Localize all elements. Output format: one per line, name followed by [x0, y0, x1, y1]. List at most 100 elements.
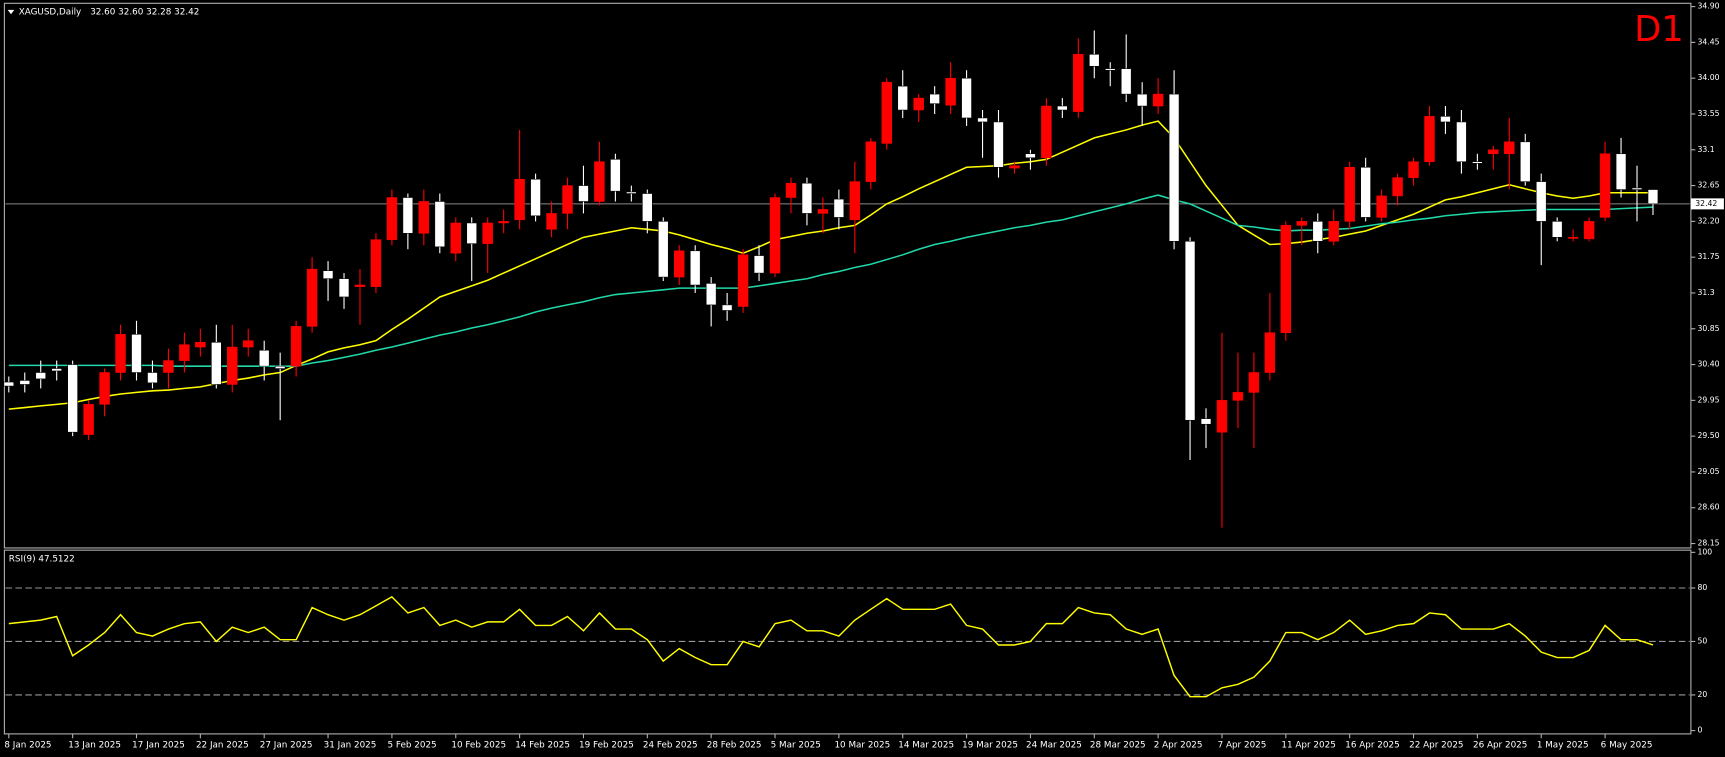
x-tick-label: 31 Jan 2025: [324, 740, 377, 750]
candle-body: [147, 372, 158, 384]
menu-triangle[interactable]: [7, 9, 15, 15]
candle-body: [482, 222, 493, 244]
timeframe-label: D1: [1634, 9, 1683, 50]
candle-body: [689, 250, 701, 286]
candle-body: [753, 255, 765, 274]
candle-body: [977, 117, 988, 123]
y-tick-label: 34.90: [1697, 2, 1719, 11]
candle-body: [179, 344, 190, 361]
candle-body: [1583, 221, 1595, 240]
candle-body: [562, 185, 573, 214]
candle-body: [322, 270, 334, 279]
candle-body: [578, 185, 589, 202]
candle-body: [594, 161, 605, 202]
x-tick-label: 22 Apr 2025: [1409, 740, 1463, 750]
candle-body: [1009, 165, 1020, 169]
x-tick-label: 8 Jan 2025: [4, 740, 51, 750]
candle-body: [1504, 141, 1515, 155]
candle-body: [1392, 177, 1403, 197]
candle-body: [386, 197, 398, 240]
y-tick-label: 34.45: [1697, 37, 1719, 46]
candle-body: [3, 381, 15, 387]
ohlc-header: 32.60 32.60 32.28 32.42: [90, 8, 199, 18]
candle-body: [83, 404, 94, 435]
y-tick-label: 34.00: [1697, 73, 1719, 82]
x-tick-label: 26 Apr 2025: [1473, 740, 1527, 750]
candle-body: [1200, 418, 1212, 425]
x-tick-label: 14 Mar 2025: [898, 740, 954, 750]
y-tick-label: 80: [1697, 583, 1707, 592]
candle-body: [1120, 68, 1132, 95]
y-tick-label: 20: [1697, 690, 1707, 699]
candle-body: [1264, 332, 1276, 373]
y-tick-label: 32.65: [1697, 181, 1719, 190]
candle-body: [1360, 167, 1371, 218]
x-tick-label: 24 Feb 2025: [643, 740, 698, 750]
candle-body: [258, 349, 270, 367]
candle-body: [1216, 400, 1228, 433]
candle-body: [274, 365, 286, 369]
x-tick-label: 19 Feb 2025: [579, 740, 634, 750]
rsi-title: RSI(9) 47.5122: [9, 554, 75, 564]
candle-body: [1456, 121, 1467, 162]
x-tick-label: 28 Feb 2025: [707, 740, 762, 750]
x-tick-label: 11 Apr 2025: [1281, 740, 1335, 750]
candle-body: [1041, 105, 1052, 159]
candle-body: [195, 342, 206, 348]
candle-body: [35, 372, 46, 380]
current-price-box: [1690, 198, 1724, 210]
candle-body: [1025, 153, 1036, 159]
y-tick-label: 33.55: [1697, 109, 1719, 118]
candle-body: [1472, 161, 1483, 164]
y-tick-label: 50: [1697, 636, 1707, 645]
candle-body: [913, 97, 924, 111]
main-pane: [3, 2, 1692, 549]
y-tick-label: 30.40: [1697, 360, 1719, 369]
candle-body: [115, 334, 126, 373]
x-tick-label: 27 Jan 2025: [260, 740, 313, 750]
candle-body: [131, 334, 142, 373]
x-tick-label: 22 Jan 2025: [196, 740, 249, 750]
candle-body: [1073, 54, 1084, 112]
candle-body: [498, 221, 509, 224]
candle-body: [51, 368, 62, 372]
candle-body: [418, 201, 430, 234]
x-tick-label: 13 Jan 2025: [68, 740, 121, 750]
moving-average: [8, 120, 1653, 410]
candle-body: [1152, 93, 1164, 107]
candle-body: [1105, 68, 1116, 71]
candle-body: [514, 178, 525, 221]
y-tick-label: 29.50: [1697, 431, 1719, 440]
candle-body: [785, 182, 797, 198]
symbol-title: XAGUSD,Daily: [19, 8, 82, 18]
current-price-label: 32.42: [1695, 199, 1717, 208]
y-tick-label: 29.05: [1697, 467, 1719, 476]
candle-body: [1232, 392, 1244, 401]
candle-body: [1647, 189, 1659, 205]
candle-body: [163, 360, 174, 373]
candle-body: [1296, 221, 1308, 226]
y-tick-label: 0: [1697, 726, 1702, 735]
candle-body: [1631, 187, 1643, 190]
candle-body: [290, 326, 302, 367]
candle-body: [1424, 116, 1435, 162]
candle-body: [674, 250, 685, 278]
candle-body: [721, 304, 733, 311]
y-tick-label: 31.75: [1697, 252, 1719, 261]
candle-body: [243, 340, 254, 348]
y-tick-label: 32.20: [1697, 216, 1719, 225]
candle-body: [1488, 149, 1499, 155]
candle-body: [466, 222, 477, 244]
x-tick-label: 28 Mar 2025: [1090, 740, 1146, 750]
candle-body: [1551, 221, 1563, 238]
candle-body: [626, 191, 637, 194]
x-tick-label: 6 May 2025: [1601, 740, 1653, 750]
candle-body: [1280, 225, 1292, 334]
y-tick-label: 29.95: [1697, 395, 1719, 404]
candle-body: [1520, 141, 1531, 182]
x-tick-label: 10 Mar 2025: [834, 740, 890, 750]
candle-body: [961, 77, 972, 119]
candle-body: [1089, 54, 1100, 67]
